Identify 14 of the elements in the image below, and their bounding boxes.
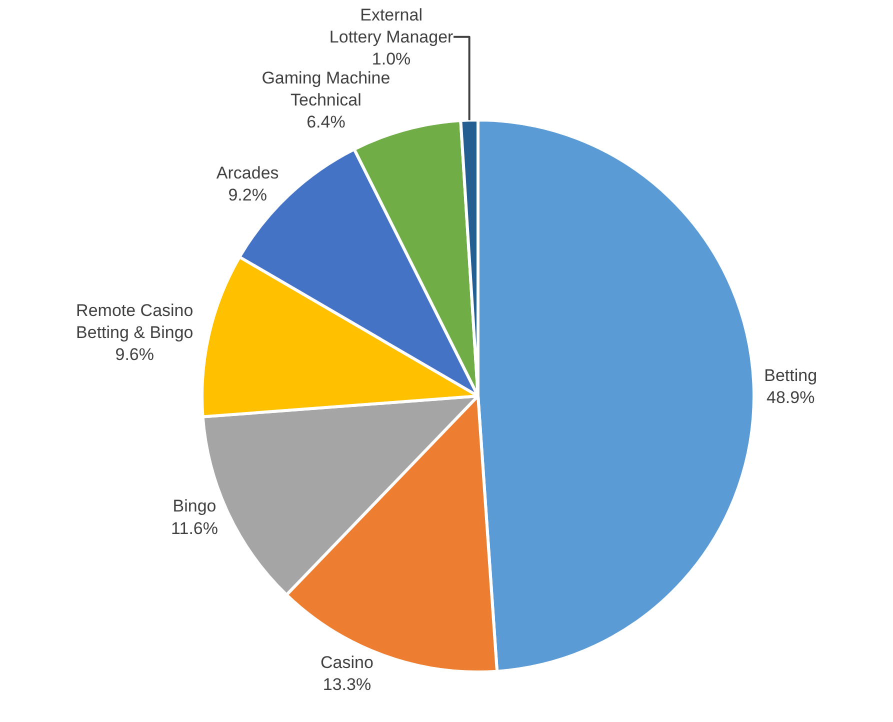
slice-label: Bingo bbox=[172, 496, 216, 516]
data-label: 6.4% bbox=[306, 112, 346, 132]
slice-label: Gaming Machine Technical bbox=[262, 68, 390, 110]
slice-label: Casino bbox=[320, 652, 374, 672]
data-label: 9.6% bbox=[115, 345, 154, 364]
data-label: 11.6% bbox=[171, 518, 218, 538]
data-label: 9.2% bbox=[228, 185, 267, 204]
slice-label: External Lottery Manager bbox=[329, 5, 454, 46]
data-label: 13.3% bbox=[322, 675, 372, 694]
slice-label: Betting bbox=[764, 366, 818, 385]
slice-label: Remote Casino Betting & Bingo bbox=[76, 300, 194, 342]
slice-label: Arcades bbox=[216, 163, 279, 182]
data-label: 1.0% bbox=[372, 50, 411, 69]
data-label: 48.9% bbox=[766, 388, 815, 407]
